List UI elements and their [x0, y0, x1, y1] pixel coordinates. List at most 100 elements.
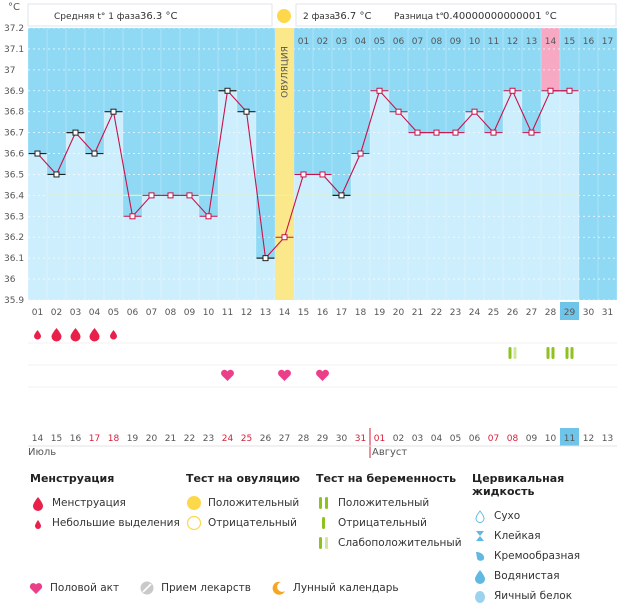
calendar-date-label: 20 [146, 434, 158, 444]
temperature-point [566, 87, 573, 94]
phase2-day-row: 01 02 03 04 05 06 07 08 09 10 11 12 13 14 15 16 17 [298, 37, 613, 47]
ovulation-sun-icon [277, 9, 291, 23]
temperature-point [243, 108, 250, 115]
intercourse-heart [316, 369, 329, 381]
temperature-point [262, 255, 269, 262]
pregnancy-test-row [508, 347, 574, 359]
phase2-value: 36.7 °C [334, 11, 371, 22]
calendar-date-row: 14 15 16 17 18 19 20 21 22 23 24 25 26 27 28 29 30 31 01 02… [32, 434, 613, 444]
calendar-date-label: 28 [298, 434, 310, 444]
legend-item: Сухо [472, 506, 626, 526]
phase2-day-label: 17 [602, 37, 613, 47]
bbt-chart: ОВУЛЯЦИЯ °C 35.9 36 36.1 36.2 36.3 36.4 36.5 36… [4, 2, 618, 458]
temperature-point [72, 129, 79, 136]
calendar-date-label: 06 [469, 434, 481, 444]
legend-ovulation-test: Тест на овуляцию Положительный Отрицател… [186, 472, 300, 533]
header-row: Средняя t° 1 фаза 36.3 °C 2 фаза 36.7 °C… [27, 3, 617, 27]
phase2-day-label: 06 [393, 37, 405, 47]
legend-item: Кремообразная [472, 546, 626, 566]
temperature-bar [161, 195, 180, 300]
temperature-point [547, 87, 554, 94]
y-tick-label: 37 [4, 66, 15, 76]
sun-outline-icon [186, 515, 202, 531]
y-axis: °C 35.9 36 36.1 36.2 36.3 36.4 36.5 36.6 36.7 36.… [4, 2, 24, 306]
temperature-point [281, 234, 288, 241]
temperature-point [53, 171, 60, 178]
cycle-day-label: 24 [469, 308, 481, 318]
legend: Менструация Менструация Небольшие выделе… [0, 472, 626, 603]
diff-value: 0.40000000000001 °C [443, 11, 557, 22]
pill-icon [139, 580, 155, 596]
pregnancy-test-line [570, 347, 574, 359]
y-tick-label: 36 [4, 275, 16, 285]
month-label-july: Июль [28, 447, 56, 458]
legend-item: Менструация [30, 493, 180, 513]
legend-ovulation-title: Тест на овуляцию [186, 472, 300, 485]
temperature-point [414, 129, 421, 136]
y-tick-label: 37.1 [4, 45, 24, 55]
cycle-day-label: 08 [165, 308, 177, 318]
drop-icon [30, 495, 46, 511]
egg-white-icon [472, 588, 488, 604]
legend-item: Водянистая [472, 566, 626, 586]
menstruation-drop [51, 328, 62, 342]
calendar-date-label: 03 [412, 434, 423, 444]
legend-item: Слабоположительный [316, 533, 462, 553]
menstruation-drop [89, 328, 100, 342]
pregnancy-test-line [546, 347, 550, 359]
test-weak-icon [316, 535, 332, 551]
calendar-date-label: 22 [184, 434, 195, 444]
calendar-date-label: 18 [108, 434, 120, 444]
temperature-point [167, 192, 174, 199]
phase1-label: Средняя t° 1 фаза [54, 12, 140, 22]
y-tick-label: 36.3 [4, 212, 24, 222]
legend-item: Положительный [186, 493, 300, 513]
cycle-day-label: 21 [412, 308, 423, 318]
legend-item: Положительный [316, 493, 462, 513]
phase2-day-label: 11 [488, 37, 499, 47]
pregnancy-test-line [508, 347, 512, 359]
calendar-date-label: 07 [488, 434, 499, 444]
legend-pregnancy-title: Тест на беременность [316, 472, 457, 485]
phase2-day-label: 10 [469, 37, 481, 47]
temperature-bar [351, 153, 370, 300]
cycle-day-label: 20 [393, 308, 405, 318]
legend-bottom-row: Половой акт Прием лекарств Лунный календ… [28, 580, 399, 596]
temperature-bar [313, 174, 332, 300]
calendar-date-label: 01 [374, 434, 385, 444]
temperature-point [110, 108, 117, 115]
today-date-cell [560, 428, 579, 446]
calendar-date-label: 11 [564, 434, 575, 444]
calendar-date-label: 29 [317, 434, 329, 444]
menstruation-row [34, 328, 117, 342]
phase2-day-label: 15 [564, 37, 575, 47]
phase2-day-label: 09 [450, 37, 462, 47]
sticky-icon [472, 528, 488, 544]
legend-cervical: Цервикальная жидкость Сухо Клейкая Кремо… [472, 472, 626, 606]
legend-cervical-title: Цервикальная жидкость [472, 472, 565, 498]
y-unit-label: °C [8, 2, 20, 13]
month-label-august: Август [372, 447, 407, 458]
temperature-point [300, 171, 307, 178]
temperature-bar [256, 258, 275, 300]
calendar-date-label: 25 [241, 434, 252, 444]
temperature-point [490, 129, 497, 136]
cycle-day-label: 29 [564, 308, 576, 318]
phase2-day-label: 16 [583, 37, 595, 47]
temperature-point [357, 150, 364, 157]
temperature-bar [237, 111, 256, 300]
calendar-date-label: 10 [545, 434, 557, 444]
cycle-day-label: 14 [279, 308, 291, 318]
dry-icon [472, 508, 488, 524]
cycle-day-label: 15 [298, 308, 309, 318]
pregnancy-test-line [513, 347, 517, 359]
y-tick-label: 36.6 [4, 150, 24, 160]
calendar-date-label: 15 [51, 434, 62, 444]
y-tick-label: 36.4 [4, 191, 24, 201]
temperature-point [395, 108, 402, 115]
y-tick-label: 36.7 [4, 129, 24, 139]
cycle-day-label: 19 [374, 308, 386, 318]
temperature-point [452, 129, 459, 136]
calendar-date-label: 17 [89, 434, 100, 444]
cycle-day-label: 28 [545, 308, 557, 318]
